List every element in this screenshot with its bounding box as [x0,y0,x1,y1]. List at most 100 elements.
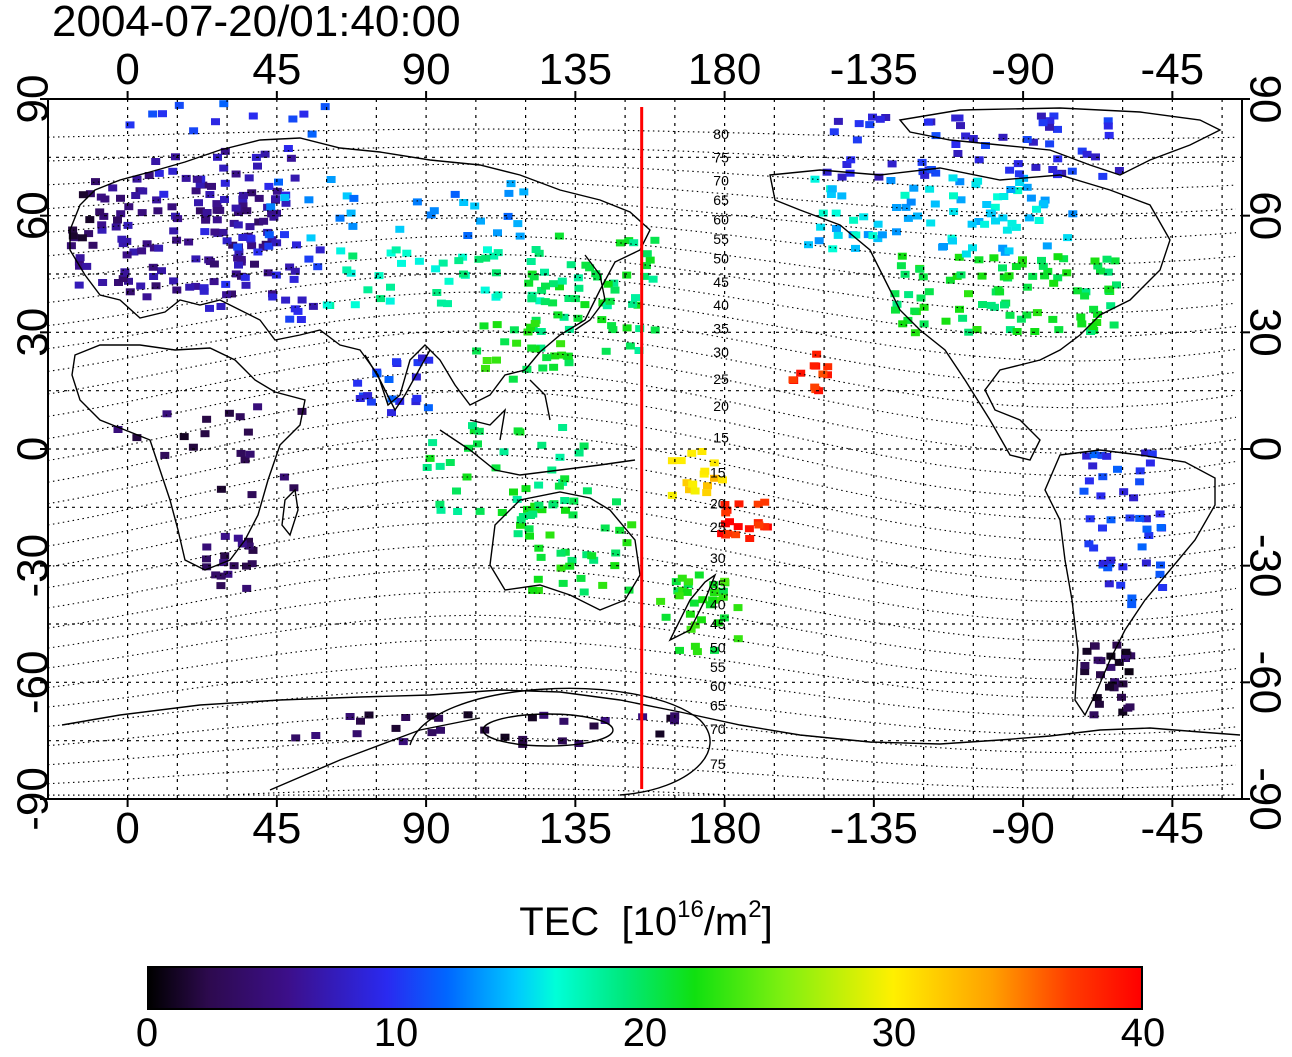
tec-cell [642,250,652,258]
tec-cell [1116,581,1126,589]
contour-label: 15 [713,429,729,445]
tec-cell [188,443,198,451]
tec-cell [281,199,291,207]
tec-cell [376,295,385,303]
tec-cell [624,237,634,245]
tec-cell [540,298,550,306]
tec-cell [939,243,948,250]
tec-cell [355,395,365,402]
tec-cell [531,246,541,253]
colorbar-unit-mid: /m [703,900,749,944]
tec-cell [1129,494,1139,502]
lon-label-top: -135 [830,45,918,94]
tec-cell [247,491,257,499]
tec-cell [413,359,423,367]
tec-cell [480,726,490,734]
tec-cell [945,276,955,284]
lon-label-top: 135 [539,45,612,94]
tec-cell [703,482,712,490]
tec-cell [518,513,528,520]
lon-label-top: 180 [688,45,761,94]
tec-cell [515,232,525,240]
tec-cell [545,531,555,539]
tec-cell [892,228,901,236]
tec-cell [874,173,884,181]
tec-cell [1032,205,1041,213]
tec-cell [667,457,677,465]
tec-cell [710,474,719,482]
tec-cell [526,512,535,519]
tec-cell [120,269,130,277]
tec-cell [1024,214,1034,222]
tec-cell [231,204,241,212]
tec-cell [443,300,452,308]
lon-label-bottom: 45 [252,804,301,853]
tec-cell [401,714,411,721]
tec-cell [641,262,651,270]
tec-cell [1080,292,1090,300]
tec-cell [685,486,694,494]
tec-cell [598,581,608,589]
tec-cell [244,537,253,545]
tec-cell [536,328,546,335]
tec-cell [82,262,92,270]
tec-cell [258,243,268,251]
tec-cell [493,291,503,299]
tec-cell [1098,172,1108,180]
tec-cell [157,267,166,275]
tec-cell [1040,272,1050,280]
lat-label-right: 0 [1240,437,1289,461]
tec-cell [622,324,632,332]
tec-cell [200,430,210,438]
tec-cell [493,229,502,237]
tec-cell [891,306,900,314]
tec-cell [605,297,615,305]
tec-cell [423,404,433,412]
tec-cell [211,571,221,579]
tec-cell [958,314,968,322]
tec-cell [926,219,936,227]
tec-cell [99,212,109,220]
tec-cell [336,247,346,255]
tec-cell [290,305,300,313]
tec-cell [901,203,911,211]
lon-label-bottom: 0 [115,804,139,853]
tec-cell [1013,187,1023,195]
tec-cell [234,261,243,269]
tec-cell [694,571,704,579]
tec-cell [859,213,869,221]
tec-cell [1109,321,1119,329]
tec-cell [1076,313,1086,321]
tec-cell [1094,700,1104,708]
tec-cell [122,237,132,245]
tec-cell [608,326,618,334]
tec-cell [601,347,611,355]
tec-cell [818,370,828,378]
tec-cell [402,249,412,257]
tec-cell [283,145,293,152]
tec-cell [476,217,485,225]
tec-cell [414,257,424,265]
tec-cell [1156,524,1166,531]
lat-label-left: -30 [9,534,58,598]
tec-cell [479,322,489,330]
tec-cell [1011,263,1021,270]
tec-cell [243,428,253,436]
tec-cell [690,621,700,629]
tec-cell [1088,323,1098,330]
tec-cell [998,133,1008,141]
tec-cell [1114,167,1124,174]
tec-cell [536,553,546,561]
tec-cell [733,604,743,612]
tec-cell [1096,671,1105,679]
tec-cell [622,271,632,279]
tec-cell [240,273,250,281]
tec-cell [222,237,232,245]
tec-cell [682,479,692,487]
tec-cell [353,379,363,387]
tec-cell [1155,510,1165,518]
tec-cell [1053,125,1062,133]
tec-cell [201,216,211,224]
tec-cell [223,570,233,578]
tec-cell [306,234,316,242]
